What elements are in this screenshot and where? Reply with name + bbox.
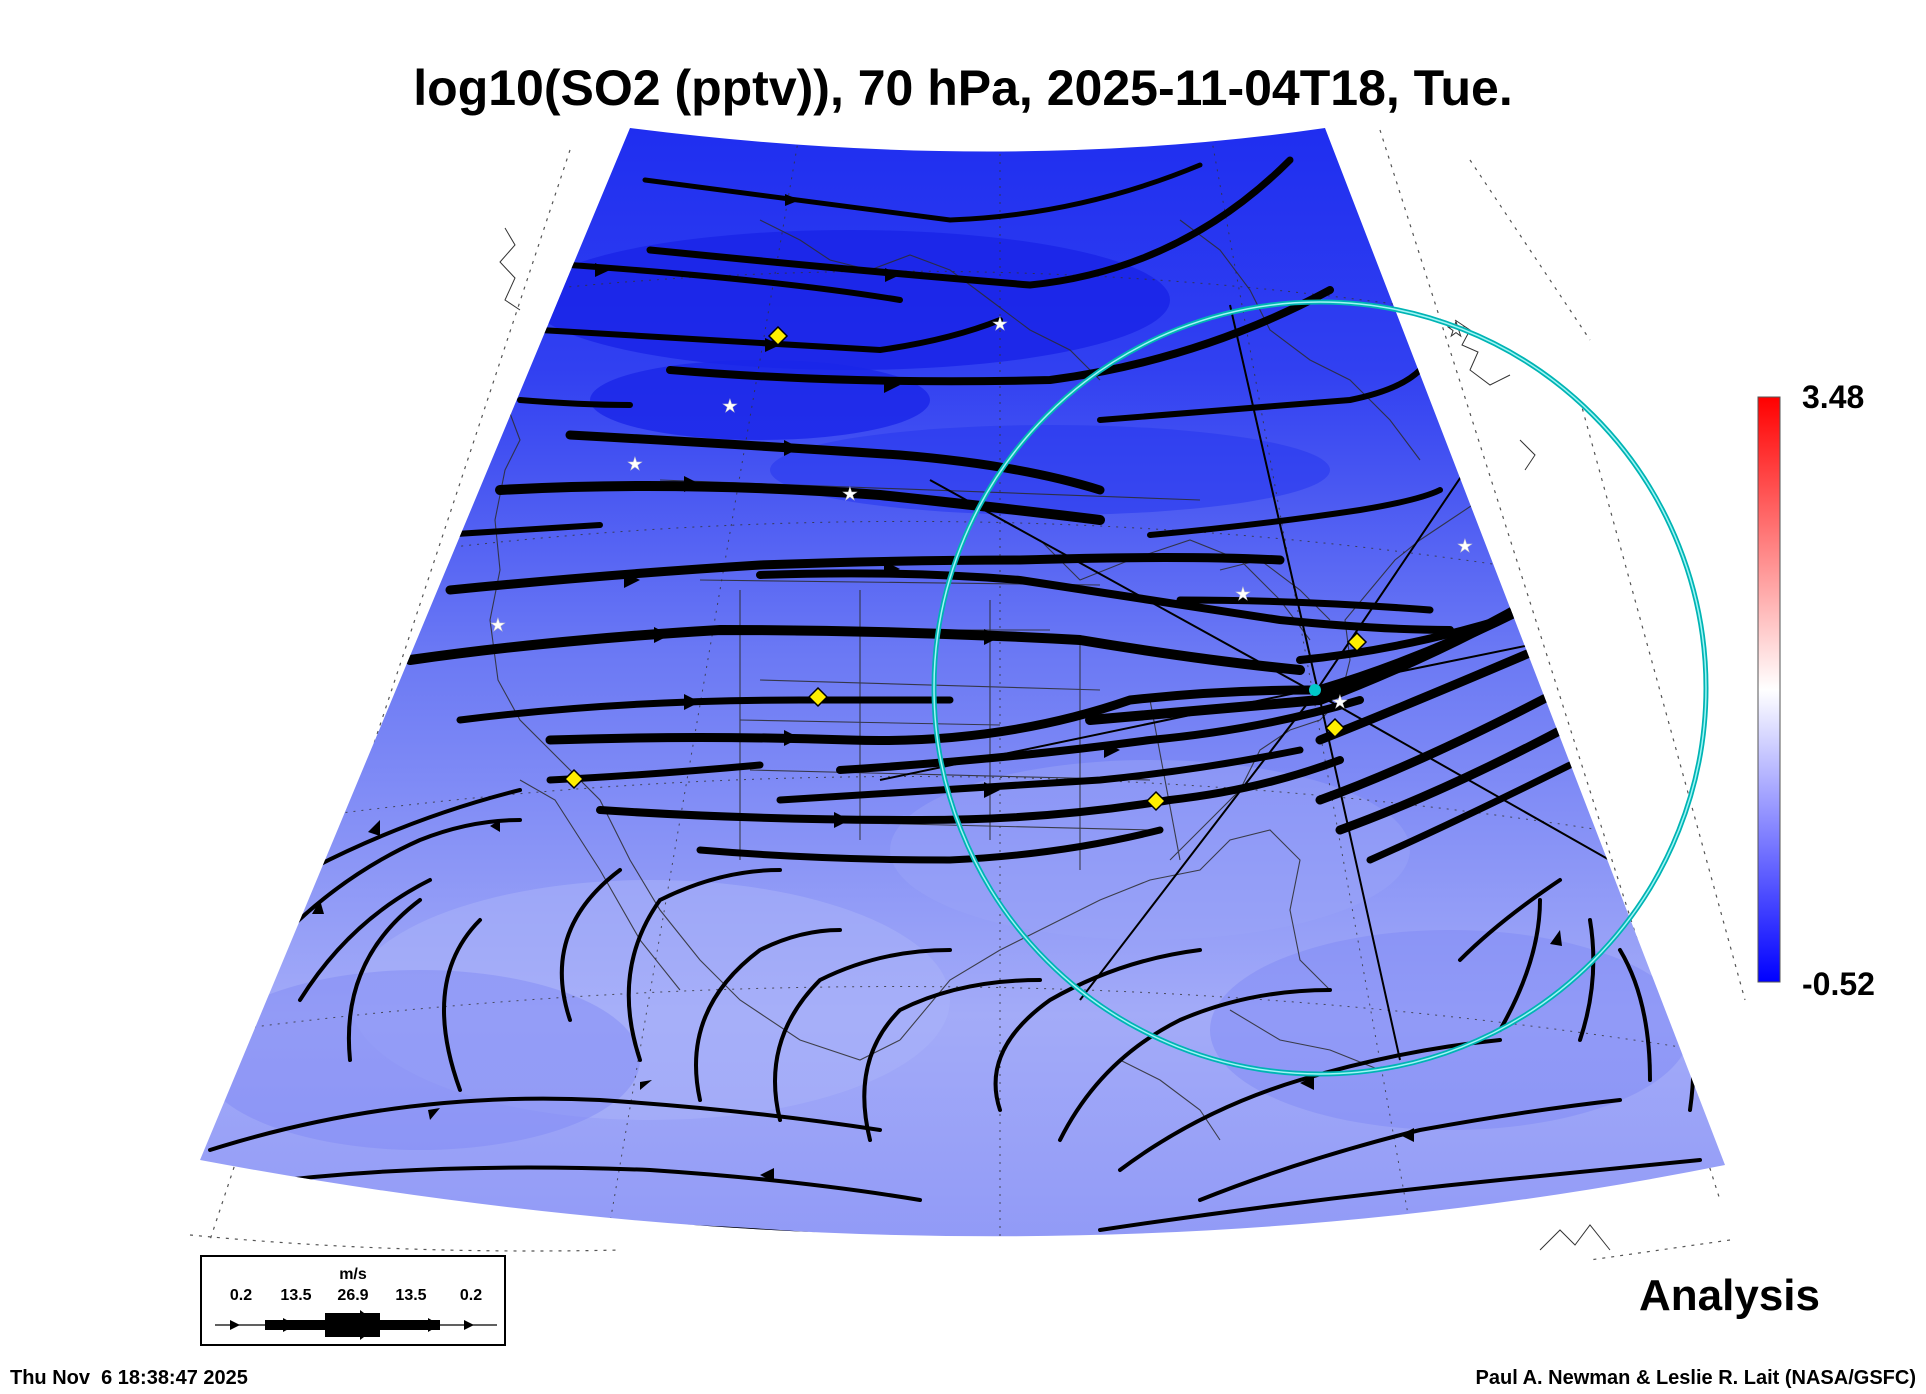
footer-timestamp: Thu Nov 6 18:38:47 2025 <box>10 1367 248 1389</box>
star-icon: ★ <box>1332 692 1348 712</box>
colorbar-min-label: -0.52 <box>1802 966 1875 1002</box>
legend-unit: m/s <box>339 1266 367 1283</box>
map-title: log10(SO2 (pptv)), 70 hPa, 2025-11-04T18… <box>413 60 1512 116</box>
colorbar-max-label: 3.48 <box>1802 379 1864 415</box>
footer-credit: Paul A. Newman & Leslie R. Lait (NASA/GS… <box>1476 1367 1916 1389</box>
wind-speed-legend: m/s 0.2 13.5 26.9 13.5 0.2 <box>200 1255 506 1346</box>
legend-label-5: 0.2 <box>460 1287 482 1304</box>
star-icon: ★ <box>842 484 858 504</box>
legend-label-3: 26.9 <box>337 1287 368 1304</box>
star-icon: ★ <box>490 615 506 635</box>
wind-streamlines <box>208 156 1702 1237</box>
star-icon: ★ <box>627 454 643 474</box>
colorbar: 3.48 -0.52 <box>1757 379 1875 1002</box>
so2-field-map <box>200 128 1725 1237</box>
legend-label-4: 13.5 <box>395 1287 426 1304</box>
legend-label-2: 13.5 <box>280 1287 311 1304</box>
star-icon: ★ <box>1235 584 1251 604</box>
legend-label-1: 0.2 <box>230 1287 252 1304</box>
station-markers-diamond <box>563 325 1368 812</box>
legend-arrow-graphic <box>215 1310 497 1340</box>
star-icon: ★ <box>992 314 1008 334</box>
ring-center-marker <box>1309 684 1321 696</box>
star-icon: ★ <box>722 396 738 416</box>
analysis-label: Analysis <box>1639 1271 1820 1320</box>
station-markers-star: ★ ★ ★ ★ ★ ★ ★ ★ <box>490 314 1474 713</box>
star-icon: ★ <box>1457 536 1473 556</box>
